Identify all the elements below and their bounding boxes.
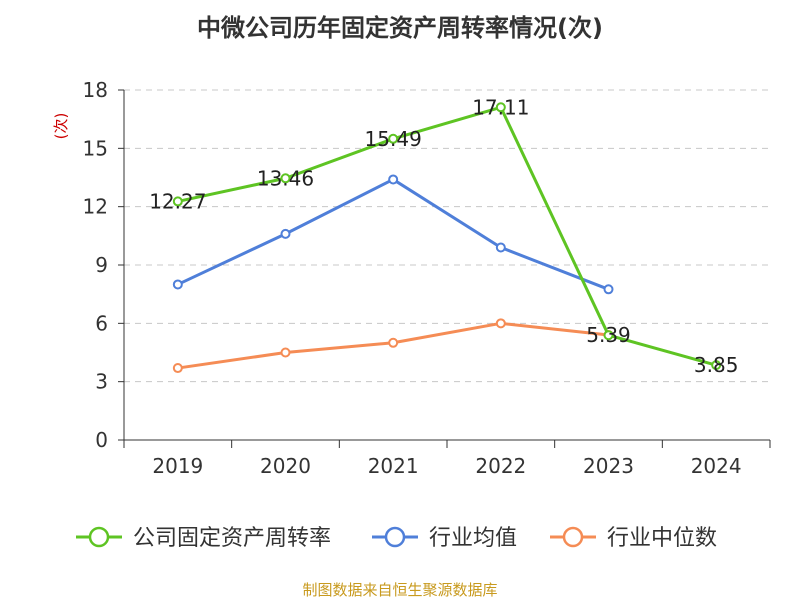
data-point — [495, 318, 506, 329]
series-line-0 — [177, 105, 717, 367]
legend-marker — [384, 526, 406, 548]
data-point — [280, 173, 291, 184]
legend-label: 行业均值 — [429, 526, 517, 551]
legend-marker — [88, 526, 110, 548]
data-point — [603, 330, 614, 341]
data-point — [711, 360, 722, 371]
x-tick-label: 2020 — [260, 454, 311, 478]
y-tick-label: 18 — [83, 78, 108, 102]
y-tick-label: 9 — [95, 253, 108, 277]
data-point — [495, 242, 506, 253]
x-tick-label: 2022 — [475, 454, 526, 478]
data-point — [388, 337, 399, 348]
y-axis-unit-label: (次) — [52, 113, 70, 140]
data-point — [172, 363, 183, 374]
data-point — [495, 102, 506, 113]
x-tick-label: 2023 — [583, 454, 634, 478]
data-label: 15.49 — [365, 127, 422, 151]
x-tick-label: 2019 — [152, 454, 203, 478]
y-tick-label: 15 — [83, 136, 108, 160]
data-label: 13.46 — [257, 166, 314, 190]
x-tick-label: 2024 — [691, 454, 742, 478]
data-label: 3.85 — [694, 353, 739, 377]
data-point — [172, 196, 183, 207]
legend-label: 行业中位数 — [607, 526, 717, 551]
data-point — [280, 347, 291, 358]
legend-label: 公司固定资产周转率 — [133, 526, 331, 551]
chart-title: 中微公司历年固定资产周转率情况(次) — [197, 14, 603, 42]
y-tick-label: 6 — [95, 311, 108, 335]
data-point — [172, 279, 183, 290]
x-tick-label: 2021 — [368, 454, 419, 478]
data-point — [603, 284, 614, 295]
legend-marker — [562, 526, 584, 548]
y-tick-label: 12 — [83, 195, 108, 219]
y-tick-label: 3 — [95, 370, 108, 394]
data-point — [388, 133, 399, 144]
data-point — [280, 228, 291, 239]
data-point — [388, 174, 399, 185]
source-note: 制图数据来自恒生聚源数据库 — [302, 581, 498, 599]
data-label: 12.27 — [149, 189, 206, 213]
data-label: 5.39 — [586, 323, 631, 347]
y-tick-label: 0 — [95, 428, 108, 452]
data-label: 17.11 — [472, 95, 529, 119]
